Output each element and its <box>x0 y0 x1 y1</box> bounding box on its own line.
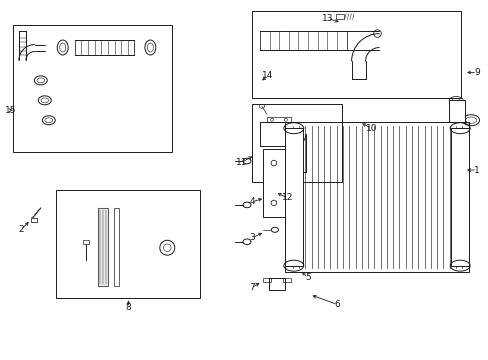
Text: 7: 7 <box>248 283 254 292</box>
Bar <box>113 208 119 285</box>
Bar <box>266 117 290 122</box>
Text: 2: 2 <box>18 225 23 234</box>
Bar <box>251 11 460 98</box>
Bar <box>282 278 290 282</box>
Bar <box>285 128 302 266</box>
Bar <box>13 24 172 152</box>
Text: 12: 12 <box>282 193 293 202</box>
Bar <box>335 14 343 19</box>
Text: 4: 4 <box>249 197 254 206</box>
Bar <box>31 218 37 222</box>
Bar <box>450 128 468 266</box>
Text: 8: 8 <box>125 303 131 312</box>
Polygon shape <box>98 208 107 285</box>
Text: 5: 5 <box>304 273 310 282</box>
Bar <box>285 122 468 272</box>
Bar <box>98 208 107 285</box>
Text: 14: 14 <box>262 71 273 80</box>
Text: 6: 6 <box>334 300 340 309</box>
Bar <box>263 149 285 217</box>
Text: 9: 9 <box>473 68 479 77</box>
Text: 13: 13 <box>321 14 333 23</box>
Bar <box>82 240 88 244</box>
Text: 3: 3 <box>248 233 254 242</box>
Bar <box>268 278 285 289</box>
Text: 10: 10 <box>365 124 376 133</box>
Text: 11: 11 <box>236 158 247 167</box>
Bar <box>448 100 464 122</box>
Text: 1: 1 <box>473 166 479 175</box>
Text: 15: 15 <box>5 106 17 115</box>
Bar <box>251 104 341 182</box>
Bar <box>56 190 200 298</box>
Bar <box>263 278 270 282</box>
